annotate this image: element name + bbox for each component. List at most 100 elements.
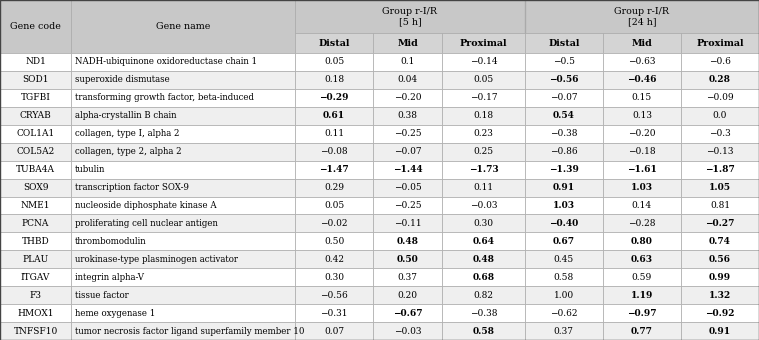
Bar bbox=[373, 125, 442, 143]
Bar bbox=[603, 53, 681, 71]
Bar bbox=[0, 71, 71, 89]
Bar bbox=[524, 232, 603, 250]
Text: −0.62: −0.62 bbox=[550, 309, 578, 318]
Bar bbox=[681, 71, 759, 89]
Bar bbox=[603, 304, 681, 322]
Bar bbox=[524, 33, 603, 53]
Text: PCNA: PCNA bbox=[22, 219, 49, 228]
Bar bbox=[681, 178, 759, 197]
Text: −0.02: −0.02 bbox=[320, 219, 348, 228]
Bar bbox=[442, 178, 524, 197]
Text: CRYAB: CRYAB bbox=[20, 111, 52, 120]
Text: Proximal: Proximal bbox=[696, 38, 744, 48]
Bar bbox=[524, 197, 603, 215]
Bar bbox=[524, 250, 603, 268]
Text: 1.00: 1.00 bbox=[554, 291, 574, 300]
Text: 0.07: 0.07 bbox=[324, 326, 344, 336]
Text: −1.87: −1.87 bbox=[705, 165, 735, 174]
Text: SOD1: SOD1 bbox=[22, 75, 49, 84]
Bar bbox=[0, 268, 71, 286]
Text: −1.39: −1.39 bbox=[549, 165, 578, 174]
Bar bbox=[442, 268, 524, 286]
Bar bbox=[524, 286, 603, 304]
Bar bbox=[295, 33, 373, 53]
Text: 0.0: 0.0 bbox=[713, 111, 727, 120]
Bar bbox=[71, 71, 295, 89]
Text: −0.28: −0.28 bbox=[628, 219, 656, 228]
Bar bbox=[603, 197, 681, 215]
Bar bbox=[71, 53, 295, 71]
Text: 0.68: 0.68 bbox=[472, 273, 494, 282]
Bar bbox=[373, 71, 442, 89]
Text: Distal: Distal bbox=[548, 38, 580, 48]
Bar bbox=[681, 89, 759, 107]
Bar bbox=[603, 286, 681, 304]
Bar bbox=[442, 304, 524, 322]
Text: 0.28: 0.28 bbox=[709, 75, 731, 84]
Text: HMOX1: HMOX1 bbox=[17, 309, 54, 318]
Bar bbox=[295, 322, 373, 340]
Bar bbox=[681, 197, 759, 215]
Bar bbox=[71, 143, 295, 160]
Bar bbox=[524, 143, 603, 160]
Text: −1.73: −1.73 bbox=[468, 165, 499, 174]
Text: 0.05: 0.05 bbox=[474, 75, 493, 84]
Bar bbox=[295, 232, 373, 250]
Text: proliferating cell nuclear antigen: proliferating cell nuclear antigen bbox=[75, 219, 218, 228]
Text: −0.3: −0.3 bbox=[709, 129, 731, 138]
Bar bbox=[681, 322, 759, 340]
Bar bbox=[442, 89, 524, 107]
Bar bbox=[295, 125, 373, 143]
Text: 0.50: 0.50 bbox=[397, 255, 418, 264]
Text: 0.54: 0.54 bbox=[553, 111, 575, 120]
Text: −0.31: −0.31 bbox=[320, 309, 348, 318]
Text: −0.63: −0.63 bbox=[628, 57, 656, 66]
Bar bbox=[442, 53, 524, 71]
Text: 0.37: 0.37 bbox=[398, 273, 417, 282]
Bar bbox=[295, 160, 373, 178]
Bar bbox=[373, 33, 442, 53]
Bar bbox=[442, 33, 524, 53]
Text: 0.15: 0.15 bbox=[631, 94, 652, 102]
Text: −0.25: −0.25 bbox=[394, 201, 421, 210]
Text: ITGAV: ITGAV bbox=[21, 273, 50, 282]
Bar bbox=[442, 197, 524, 215]
Bar bbox=[603, 268, 681, 286]
Bar bbox=[524, 322, 603, 340]
Bar bbox=[442, 250, 524, 268]
Bar bbox=[0, 143, 71, 160]
Text: −0.03: −0.03 bbox=[470, 201, 497, 210]
Bar bbox=[373, 322, 442, 340]
Bar bbox=[524, 268, 603, 286]
Bar bbox=[373, 197, 442, 215]
Bar bbox=[681, 232, 759, 250]
Text: alpha-crystallin B chain: alpha-crystallin B chain bbox=[75, 111, 177, 120]
Bar bbox=[295, 304, 373, 322]
Bar bbox=[681, 33, 759, 53]
Bar bbox=[603, 322, 681, 340]
Bar bbox=[0, 0, 71, 53]
Bar bbox=[681, 53, 759, 71]
Text: −0.29: −0.29 bbox=[320, 94, 349, 102]
Text: 0.74: 0.74 bbox=[709, 237, 731, 246]
Text: Mid: Mid bbox=[397, 38, 418, 48]
Bar bbox=[603, 71, 681, 89]
Text: 0.25: 0.25 bbox=[474, 147, 493, 156]
Text: TNFSF10: TNFSF10 bbox=[14, 326, 58, 336]
Text: 0.18: 0.18 bbox=[324, 75, 344, 84]
Bar bbox=[295, 197, 373, 215]
Text: −0.97: −0.97 bbox=[627, 309, 657, 318]
Bar bbox=[373, 160, 442, 178]
Text: −0.38: −0.38 bbox=[550, 129, 578, 138]
Bar bbox=[373, 286, 442, 304]
Text: PLAU: PLAU bbox=[23, 255, 49, 264]
Bar bbox=[524, 107, 603, 125]
Bar bbox=[0, 250, 71, 268]
Text: heme oxygenase 1: heme oxygenase 1 bbox=[75, 309, 156, 318]
Text: 0.99: 0.99 bbox=[709, 273, 731, 282]
Text: −0.08: −0.08 bbox=[320, 147, 348, 156]
Text: Gene code: Gene code bbox=[10, 22, 61, 31]
Bar bbox=[373, 215, 442, 232]
Text: −0.20: −0.20 bbox=[394, 94, 421, 102]
Text: Gene name: Gene name bbox=[156, 22, 210, 31]
